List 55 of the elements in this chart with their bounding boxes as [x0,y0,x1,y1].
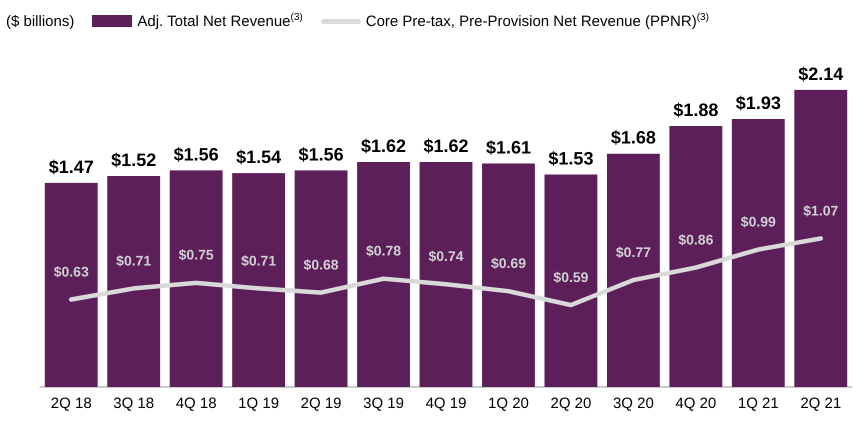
data-label: $0.77 [616,244,652,260]
x-tick-label: 3Q 20 [612,395,654,412]
data-label: $1.56 [174,144,219,164]
bar [44,182,98,387]
data-label: $1.54 [236,147,282,168]
data-label: $2.14 [798,64,844,84]
data-label: $1.62 [423,136,469,156]
data-label: $1.07 [803,202,838,218]
data-label: $1.52 [111,150,156,170]
bar [606,154,660,387]
bar [170,170,223,387]
data-label: $1.62 [361,136,406,156]
data-label: $1.47 [48,156,94,177]
x-tick-label: 4Q 19 [426,395,466,412]
bar [732,119,785,387]
data-label: $1.61 [486,137,531,158]
data-label: $1.53 [548,148,594,169]
bar [669,126,722,387]
x-tick-label: 1Q 20 [488,395,529,412]
x-tick-label: 2Q 18 [50,395,92,412]
data-label: $1.56 [298,144,344,164]
data-label: $0.75 [178,246,214,263]
data-label: $0.99 [740,213,776,230]
x-tick-label: 4Q 18 [176,395,217,412]
x-tick-label: 3Q 19 [363,395,404,412]
x-tick-label: 1Q 19 [238,395,280,412]
bar [420,162,472,387]
data-label: $1.68 [610,128,656,148]
data-label: $1.93 [736,92,781,113]
bar [107,176,160,387]
y-axis-title: ($ billions) [6,12,74,30]
bar [794,90,848,387]
x-tick-label: 2Q 20 [550,395,592,412]
data-label: $0.74 [428,248,464,264]
data-label: $0.68 [304,256,339,272]
bar [357,162,410,387]
data-label: $0.63 [54,263,89,280]
data-label: $0.86 [678,231,714,248]
x-tick-label: 3Q 18 [113,395,154,412]
data-label: $0.78 [366,242,402,259]
x-tick-label: 2Q 21 [800,395,842,412]
data-label: $0.71 [116,252,152,268]
bar [544,174,598,387]
bar [232,173,286,387]
data-label: $0.59 [553,268,589,285]
data-label: $0.71 [241,252,276,268]
data-label: $1.88 [673,100,718,120]
data-label: $0.69 [490,255,526,272]
legend-label: Core Pre-tax, Pre-Provision Net Revenue (PPNR)$^{(3)}$ [366,12,709,30]
x-tick-label: 2Q 19 [300,395,342,412]
x-tick-label: 4Q 20 [675,395,716,412]
legend-label: Adj. Total Net Revenue$^{(3)}$ [137,12,303,30]
bar [294,170,348,387]
bar [482,163,535,387]
x-tick-label: 1Q 21 [738,395,779,412]
